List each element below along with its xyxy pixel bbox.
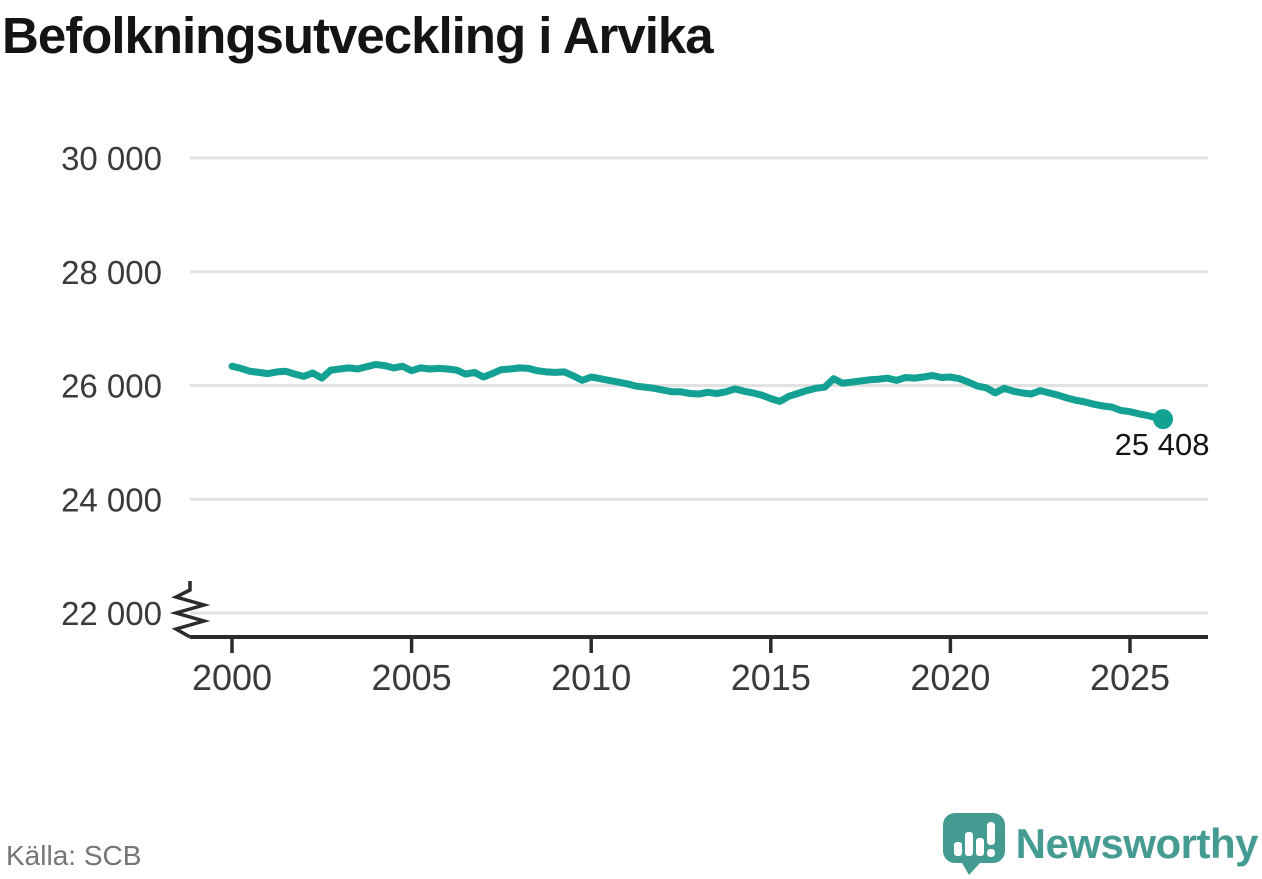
population-line — [228, 361, 1167, 423]
newsworthy-logo[interactable]: Newsworthy — [942, 812, 1259, 876]
axes — [169, 581, 1208, 653]
y-tick-label: 30 000 — [61, 140, 162, 177]
latest-value-dot — [1153, 409, 1174, 430]
newsworthy-speech-bubble-chart-icon — [942, 813, 1005, 875]
x-tick-label: 2005 — [372, 657, 452, 698]
logo-bar-small — [953, 842, 962, 856]
x-tick-label: 2025 — [1090, 657, 1170, 698]
logo-bar-medium — [975, 838, 984, 856]
source-note: Källa: SCB — [6, 840, 142, 871]
axis-break-icon — [169, 581, 211, 639]
gridlines — [190, 156, 1208, 615]
axis-labels: 30 000 28 000 26 000 24 000 22 000 2000 2005 20… — [61, 140, 1170, 698]
y-tick-label: 28 000 — [61, 254, 162, 291]
page-title: Befolkningsutveckling i Arvika — [2, 7, 714, 64]
data-series: 25 408 — [228, 361, 1210, 462]
logo-bar-tall — [964, 832, 973, 856]
x-tick-label: 2000 — [192, 657, 272, 698]
newsworthy-wordmark: Newsworthy — [1015, 820, 1259, 867]
x-tick-label: 2015 — [731, 657, 811, 698]
logo-exclamation-bar — [986, 822, 995, 845]
latest-value-label: 25 408 — [1115, 427, 1210, 462]
y-tick-label: 24 000 — [61, 481, 162, 518]
y-tick-label: 26 000 — [61, 368, 162, 405]
x-tick-label: 2010 — [551, 657, 631, 698]
logo-exclamation-dot — [986, 849, 995, 857]
x-tick-label: 2020 — [910, 657, 990, 698]
y-tick-label: 22 000 — [61, 595, 162, 632]
